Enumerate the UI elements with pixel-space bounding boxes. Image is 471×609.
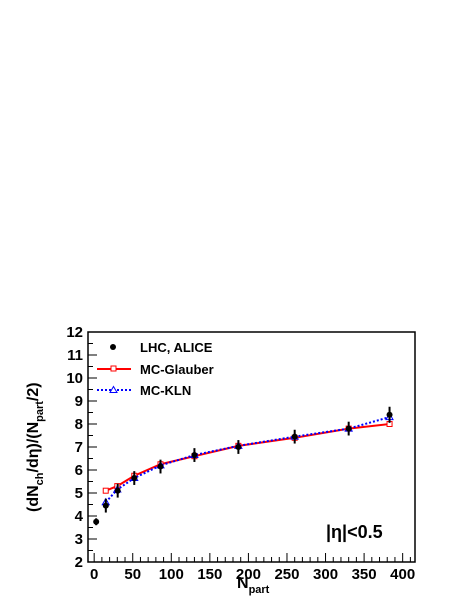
legend-label-glauber: MC-Glauber	[140, 362, 214, 377]
y-tick-label: 9	[75, 393, 83, 410]
series-line-kln	[105, 416, 390, 503]
x-tick-label: 150	[197, 566, 222, 583]
y-tick-label: 6	[75, 462, 83, 479]
x-axis-ticks: 0 50 100 150 200 250 300 350 400	[90, 553, 415, 583]
series-layer	[93, 406, 394, 526]
x-axis-title: Npart	[237, 575, 270, 596]
legend-marker-kln	[109, 385, 118, 393]
y-tick-label: 5	[75, 485, 83, 502]
point-alice	[114, 487, 121, 494]
point-alice	[235, 444, 242, 450]
x-tick-label: 250	[274, 566, 299, 583]
point-glauber	[102, 487, 109, 494]
x-tick-label: 400	[390, 566, 415, 583]
y-tick-label: 10	[66, 370, 83, 387]
y-tick-label: 11	[67, 347, 83, 364]
y-tick-label: 12	[66, 324, 83, 341]
y-tick-label: 7	[75, 439, 83, 456]
point-alice	[291, 433, 298, 440]
point-alice	[157, 463, 164, 470]
legend-marker-glauber	[110, 365, 117, 372]
point-alice	[102, 502, 109, 509]
point-alice	[345, 425, 352, 432]
y-tick-label: 4	[75, 508, 84, 525]
x-tick-label: 350	[352, 566, 377, 583]
legend-marker-alice	[110, 344, 116, 350]
series-line-glauber	[105, 423, 390, 492]
x-tick-label: 0	[90, 566, 98, 583]
x-tick-label: 200	[236, 566, 261, 583]
y-axis-ticks: 2 3 4 5 6 7 8 9 10 11 12	[66, 324, 97, 571]
point-alice	[386, 411, 393, 418]
x-tick-label: 100	[159, 566, 184, 583]
x-tick-label: 50	[124, 566, 141, 583]
legend-label-kln: MC-KLN	[140, 383, 191, 398]
y-tick-label: 8	[75, 416, 83, 433]
y-tick-label: 3	[75, 531, 83, 548]
annotation-eta: |η|<0.5	[326, 522, 383, 542]
y-axis-title: (dNch/dη)/(Npart/2)	[25, 382, 46, 512]
point-alice	[93, 518, 100, 525]
y-tick-label: 2	[75, 554, 83, 571]
x-tick-label: 300	[313, 566, 338, 583]
point-alice	[191, 452, 198, 459]
legend-label-alice: LHC, ALICE	[140, 340, 213, 355]
legend: LHC, ALICE MC-Glauber MC-KLN	[97, 340, 214, 398]
point-alice	[131, 475, 138, 482]
